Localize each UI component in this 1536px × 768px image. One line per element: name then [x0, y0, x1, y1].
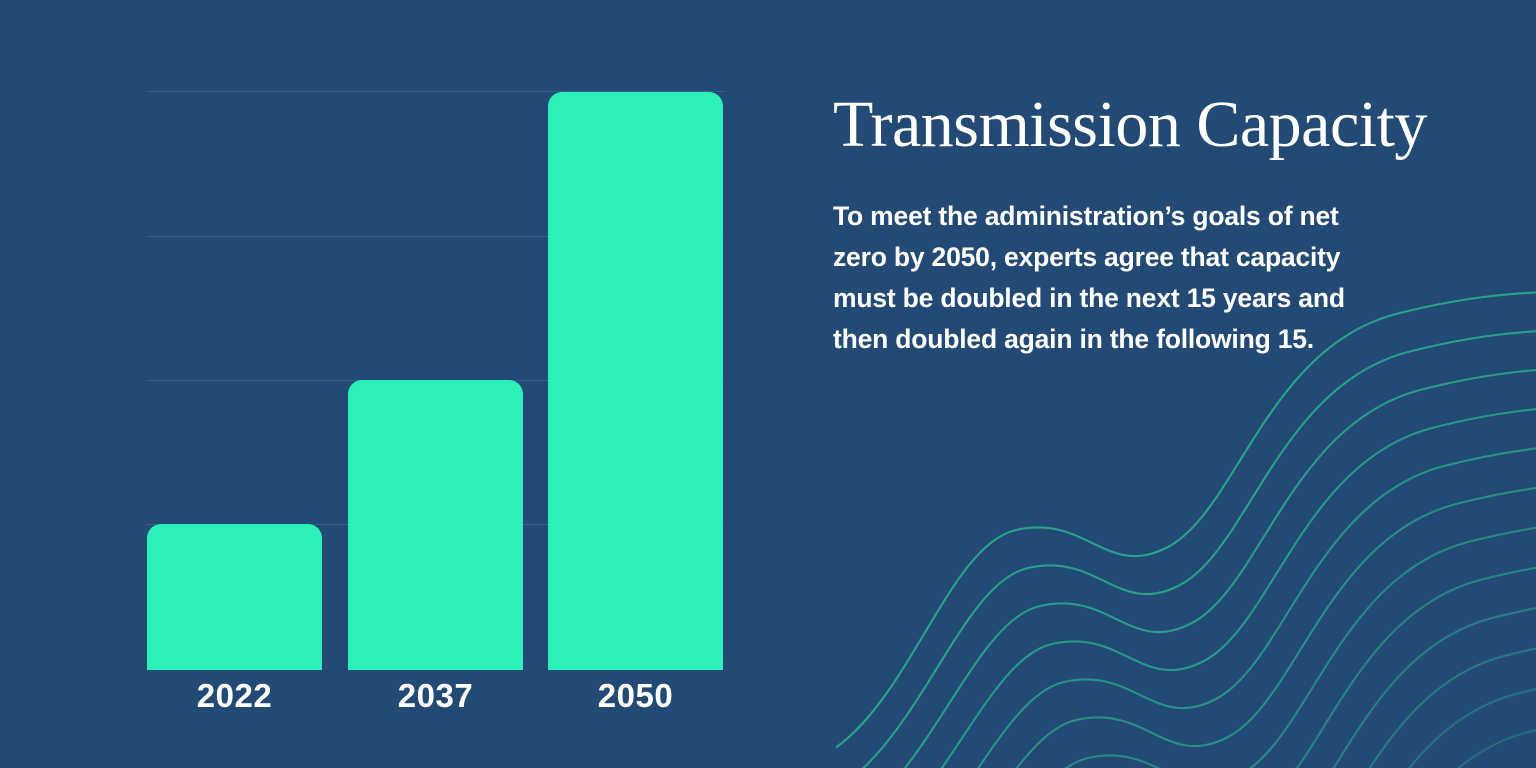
bar-2050	[548, 92, 723, 670]
body-line-3: must be doubled in the next 15 years and	[833, 283, 1345, 313]
bar-chart: 2022 2037 2050	[147, 91, 724, 714]
bar-2022	[147, 524, 322, 670]
gridline-3	[147, 236, 724, 237]
x-axis-label-2037: 2037	[397, 677, 474, 714]
page-body-text: To meet the administration’s goals of ne…	[833, 196, 1393, 360]
x-axis-label-2022: 2022	[196, 677, 273, 714]
gridline-4	[147, 91, 724, 92]
body-line-4: then doubled again in the following 15.	[833, 324, 1314, 354]
bar-2037	[348, 380, 523, 670]
body-line-1: To meet the administration’s goals of ne…	[833, 201, 1339, 231]
page-title: Transmission Capacity	[833, 88, 1427, 161]
x-axis-label-2050: 2050	[597, 677, 674, 714]
text-panel: Transmission Capacity To meet the admini…	[833, 0, 1453, 768]
body-line-2: zero by 2050, experts agree that capacit…	[833, 242, 1341, 272]
